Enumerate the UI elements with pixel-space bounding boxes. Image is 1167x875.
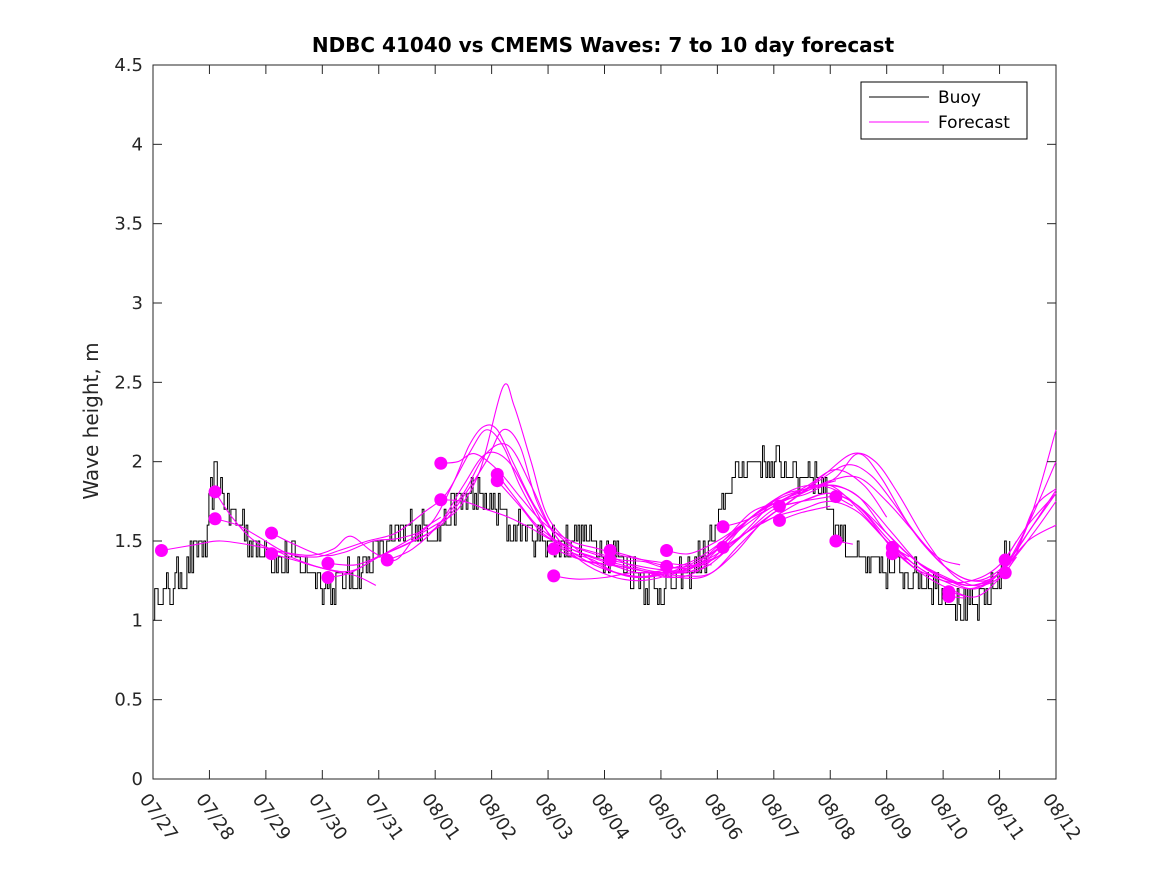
y-tick-label: 0 xyxy=(132,769,143,790)
x-tick-label: 08/02 xyxy=(474,790,521,845)
x-tick-label: 08/11 xyxy=(981,790,1028,845)
legend-buoy-label: Buoy xyxy=(938,88,981,108)
x-tick-label: 08/05 xyxy=(643,790,690,845)
forecast-series-line xyxy=(722,483,944,582)
forecast-start-marker xyxy=(603,544,617,558)
x-tick-label: 08/07 xyxy=(756,790,803,845)
x-tick-label: 08/12 xyxy=(1038,790,1085,845)
forecast-series-line xyxy=(271,424,718,569)
forecast-start-marker xyxy=(154,544,168,558)
y-tick-label: 1 xyxy=(132,610,143,631)
y-tick-label: 4.5 xyxy=(114,55,143,76)
forecast-series-line xyxy=(440,453,712,566)
forecast-start-marker xyxy=(547,542,561,556)
forecast-series-line xyxy=(327,428,837,579)
forecast-start-marker xyxy=(380,553,394,567)
y-tick-label: 4 xyxy=(132,134,143,155)
forecast-start-marker xyxy=(490,474,504,488)
x-tick-label: 07/30 xyxy=(304,790,351,845)
forecast-start-marker xyxy=(942,590,956,604)
x-tick-label: 07/31 xyxy=(361,790,408,845)
forecast-series-line xyxy=(553,493,1057,584)
y-tick-label: 3 xyxy=(132,293,143,314)
y-axis: 0 0.5 1 1.5 2 2.5 3 3.5 4 4.5 xyxy=(114,55,1056,790)
forecast-series-line xyxy=(214,491,377,586)
forecast-start-marker xyxy=(998,566,1012,580)
y-tick-label: 1.5 xyxy=(114,531,143,552)
x-axis: 07/27 07/28 07/29 07/30 07/31 08/01 08/02 08/03… xyxy=(135,65,1085,844)
x-tick-label: 08/04 xyxy=(586,790,633,845)
legend-forecast-label: Forecast xyxy=(938,113,1010,133)
forecast-start-marker xyxy=(885,547,899,561)
y-tick-label: 2 xyxy=(132,452,143,473)
forecast-start-marker xyxy=(829,490,843,504)
forecast-series-line xyxy=(161,516,442,562)
y-tick-label: 0.5 xyxy=(114,690,143,711)
x-tick-label: 08/06 xyxy=(699,790,746,845)
forecast-start-marker xyxy=(829,534,843,548)
forecast-series-line xyxy=(609,429,1057,582)
forecast-start-marker xyxy=(321,570,335,584)
forecast-start-marker xyxy=(208,512,222,526)
forecast-start-marker xyxy=(716,520,730,534)
forecast-start-marker xyxy=(434,456,448,470)
forecast-start-marker xyxy=(434,493,448,507)
buoy-series-line xyxy=(153,445,1011,621)
axes-box xyxy=(152,64,1057,780)
forecast-start-marker xyxy=(208,485,222,499)
y-tick-label: 3.5 xyxy=(114,214,143,235)
x-tick-label: 07/27 xyxy=(135,790,182,845)
forecast-start-marker xyxy=(265,547,279,561)
forecast-start-marker xyxy=(660,544,674,558)
forecast-start-marker xyxy=(321,556,335,570)
forecast-start-marker xyxy=(603,553,617,567)
forecast-series-line xyxy=(386,451,961,579)
y-tick-label: 2.5 xyxy=(114,372,143,393)
forecast-start-marker xyxy=(547,569,561,583)
forecast-start-marker xyxy=(772,513,786,527)
forecast-start-marker xyxy=(772,499,786,513)
forecast-start-marker xyxy=(660,559,674,573)
plot-area xyxy=(152,64,1057,780)
legend-box xyxy=(860,81,1028,140)
x-tick-label: 08/03 xyxy=(530,790,577,845)
x-tick-label: 07/28 xyxy=(191,790,238,845)
forecast-series-line xyxy=(214,429,662,579)
forecast-start-marker xyxy=(998,553,1012,567)
x-tick-label: 08/10 xyxy=(925,790,972,845)
chart-title: NDBC 41040 vs CMEMS Waves: 7 to 10 day f… xyxy=(312,33,895,57)
forecast-series-line xyxy=(722,511,775,548)
forecast-start-marker xyxy=(716,540,730,554)
legend: Buoy Forecast xyxy=(860,81,1028,140)
x-tick-label: 08/01 xyxy=(417,790,464,845)
forecast-start-marker xyxy=(265,526,279,540)
x-tick-label: 08/09 xyxy=(869,790,916,845)
x-tick-label: 07/29 xyxy=(248,790,295,845)
y-axis-label: Wave height, m xyxy=(79,342,103,499)
x-tick-label: 08/08 xyxy=(812,790,859,845)
